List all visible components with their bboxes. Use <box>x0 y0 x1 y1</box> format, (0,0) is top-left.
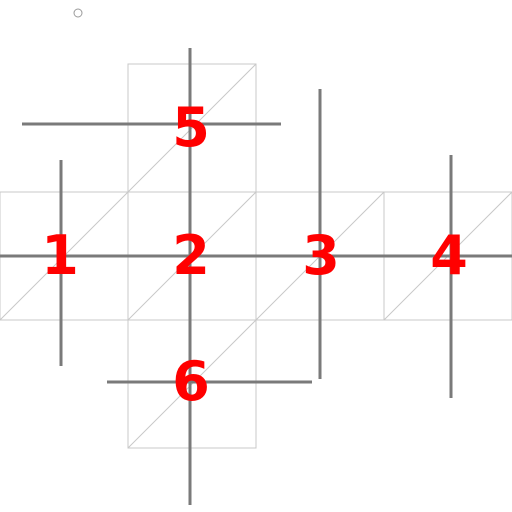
face-6-label: 6 <box>172 350 210 413</box>
face-2-label: 2 <box>172 224 210 287</box>
face-1-label: 1 <box>41 224 79 287</box>
face-3-label: 3 <box>302 224 340 287</box>
face-5-label: 5 <box>172 96 210 159</box>
origin-marker-icon <box>73 8 83 18</box>
face-4-label: 4 <box>430 224 468 287</box>
face-6-box <box>127 319 257 449</box>
